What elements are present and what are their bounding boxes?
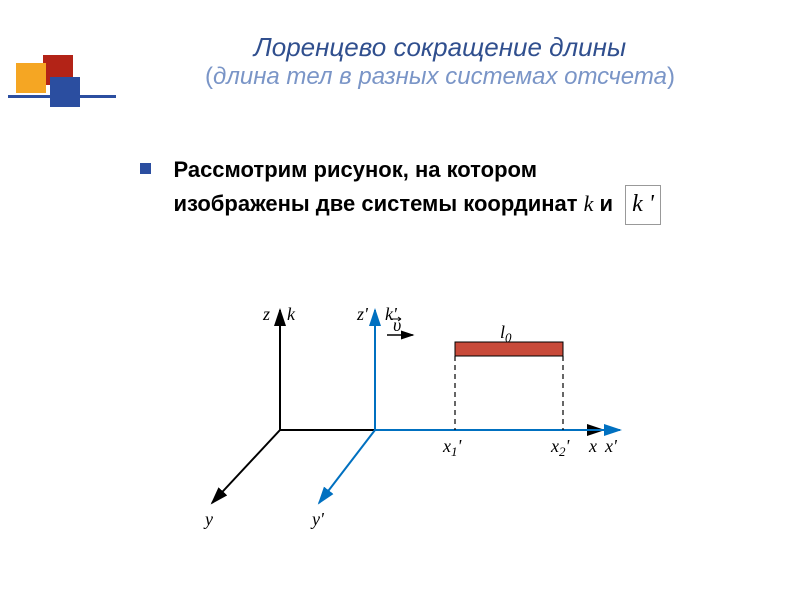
diagram-svg: z k y z' k' y' υ x x' l0 x1' x2' xyxy=(175,280,645,540)
label-xprime: x' xyxy=(604,436,618,456)
k-y-axis xyxy=(212,430,280,503)
body-and: и xyxy=(593,191,619,216)
body-paragraph: Рассмотрим рисунок, на котором изображен… xyxy=(173,155,673,225)
title-subtitle: длина тел в разных системах отсчета xyxy=(213,63,667,90)
logo-underline xyxy=(8,95,116,98)
label-x1prime: x1' xyxy=(442,436,463,459)
label-l0: l0 xyxy=(500,322,512,345)
frame-kprime: z' k' y' υ xyxy=(310,304,620,529)
body-text-main: Рассмотрим рисунок, на котором изображен… xyxy=(173,157,583,216)
coordinate-diagram: z k y z' k' y' υ x x' l0 x1' x2' xyxy=(175,280,645,540)
label-x2prime: x2' xyxy=(550,436,571,459)
label-k: k xyxy=(287,304,296,324)
bullet-icon xyxy=(140,163,151,174)
label-zprime: z' xyxy=(356,304,369,324)
body-k: k xyxy=(584,191,594,216)
kprime-y-axis xyxy=(319,430,375,503)
body-kprime: k ' xyxy=(625,185,661,225)
label-z: z xyxy=(262,304,270,324)
label-y: y xyxy=(203,509,213,529)
frame-k: z k y xyxy=(203,304,603,529)
title-line1: Лоренцево сокращение длины xyxy=(120,32,760,63)
slide-title: Лоренцево сокращение длины (длина тел в … xyxy=(120,32,760,91)
logo-square-orange xyxy=(16,63,46,93)
body-block: Рассмотрим рисунок, на котором изображен… xyxy=(140,155,700,225)
logo-square-blue xyxy=(50,77,80,107)
label-yprime: y' xyxy=(310,509,325,529)
title-paren-close: ) xyxy=(667,63,675,90)
title-line2: (длина тел в разных системах отсчета) xyxy=(120,63,760,91)
label-x: x xyxy=(588,436,597,456)
title-paren-open: ( xyxy=(205,63,213,90)
